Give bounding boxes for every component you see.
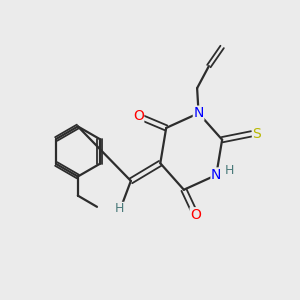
Text: H: H [225, 164, 234, 177]
Text: N: N [211, 168, 221, 182]
Text: O: O [133, 109, 144, 123]
Text: H: H [114, 202, 124, 215]
Text: S: S [253, 127, 261, 141]
Text: O: O [190, 208, 201, 222]
Text: N: N [194, 106, 204, 120]
